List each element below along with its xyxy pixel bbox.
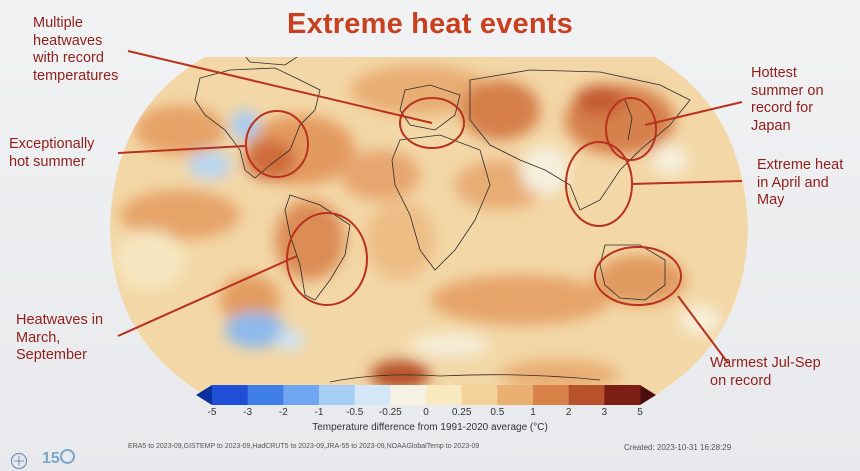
colorbar-tick-label: 3	[601, 407, 608, 418]
colorbar-tick-label: 2	[565, 407, 572, 418]
colorbar-tick-label: -1	[314, 407, 324, 418]
colorbar-low-arrow	[196, 385, 212, 405]
colorbar-tick-label: 0	[423, 407, 429, 418]
colorbar-swatch	[283, 385, 320, 405]
colorbar-label: Temperature difference from 1991-2020 av…	[312, 422, 548, 433]
colorbar-tick-label: -3	[243, 407, 253, 418]
colorbar-tick-label: 1	[530, 407, 536, 418]
colorbar-swatch	[426, 385, 463, 405]
colorbar-high-arrow	[640, 385, 656, 405]
annotation-southeast-asia-heat: Extreme heat in April and May	[757, 157, 844, 208]
colorbar-swatch	[497, 385, 534, 405]
colorbar-swatch	[461, 385, 498, 405]
150-anniversary-icon: 15	[42, 449, 75, 468]
annotation-south-america-heatwaves: Heatwaves in March, September	[16, 312, 104, 363]
colorbar-tick-label: -0.25	[378, 407, 402, 418]
colorbar-swatch	[354, 385, 391, 405]
colorbar-swatch	[212, 385, 249, 405]
colorbar-swatch	[533, 385, 570, 405]
annotation-north-america-heatwaves: Multiple heatwaves with record temperatu…	[33, 15, 119, 84]
created-timestamp: Created: 2023-10-31 16:28:29	[624, 443, 732, 452]
colorbar-swatch	[319, 385, 356, 405]
annotation-japan-hottest-summer: Hottest summer on record for Japan	[751, 65, 824, 134]
wmo-emblem-icon	[10, 452, 28, 470]
colorbar-swatch	[247, 385, 284, 405]
colorbar-tick-label: 5	[637, 407, 643, 418]
colorbar-tick-label: -2	[278, 407, 288, 418]
annotation-australia-warmest: Warmest Jul-Sep on record	[710, 355, 821, 389]
anniversary-logo-text: 15	[42, 450, 60, 467]
page-title: Extreme heat events	[287, 8, 573, 40]
colorbar-tick-label: -0.5	[346, 407, 364, 418]
temperature-colorbar	[196, 385, 656, 405]
data-sources-note: ERA5 to 2023-09,GISTEMP to 2023-09,HadCR…	[128, 443, 480, 450]
colorbar-tick-label: 0.25	[451, 407, 472, 418]
colorbar-swatch	[568, 385, 605, 405]
colorbar-tick-label: 0.5	[490, 407, 505, 418]
colorbar-tick-label: -5	[207, 407, 217, 418]
colorbar-swatch	[604, 385, 641, 405]
annotation-us-hot-summer: Exceptionally hot summer	[9, 136, 95, 170]
colorbar-swatch	[390, 385, 427, 405]
